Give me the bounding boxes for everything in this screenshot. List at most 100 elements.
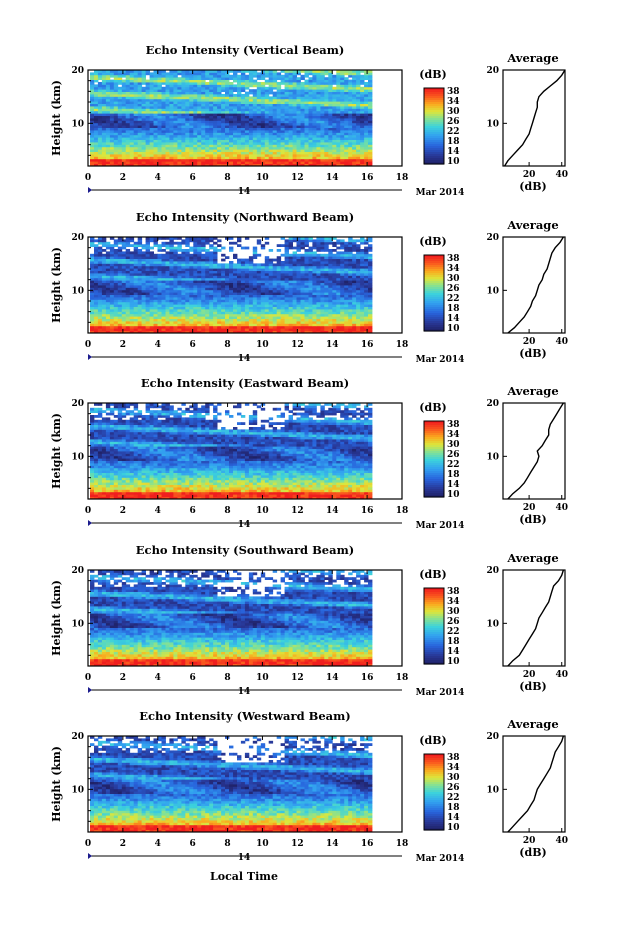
heatmap-cell	[256, 106, 262, 109]
heatmap-cell	[153, 325, 158, 329]
heatmap-cell	[117, 309, 123, 312]
heatmap-cell	[161, 132, 166, 136]
heatmap-cell	[157, 261, 162, 264]
heatmap-cell	[304, 108, 309, 112]
heatmap-cell	[368, 79, 373, 83]
heatmap-cell	[324, 79, 329, 83]
heatmap-cell	[324, 299, 329, 303]
heatmap-cell	[169, 72, 174, 76]
heatmap-cell	[268, 299, 274, 303]
heatmap-cell	[368, 275, 373, 279]
heatmap-cell	[181, 282, 186, 286]
heatmap-cell	[320, 96, 325, 100]
heatmap-cell	[328, 311, 333, 315]
heatmap-cell	[308, 113, 313, 116]
heatmap-cell	[97, 301, 103, 305]
heatmap-cell	[344, 125, 349, 128]
heatmap-cell	[117, 132, 123, 136]
heatmap-cell	[256, 72, 262, 76]
heatmap-cell	[169, 328, 174, 331]
heatmap-cell	[101, 156, 107, 160]
heatmap-cell	[185, 103, 190, 107]
heatmap-cell	[344, 98, 349, 102]
heatmap-cell	[181, 270, 186, 274]
heatmap-cell	[133, 268, 139, 271]
heatmap-cell	[233, 130, 238, 133]
heatmap-cell	[169, 268, 174, 271]
heatmap-cell	[185, 285, 190, 288]
heatmap-cell	[360, 103, 365, 107]
heatmap-cell	[105, 294, 111, 298]
heatmap-cell	[304, 282, 309, 286]
heatmap-cell	[153, 301, 158, 305]
heatmap-cell	[288, 321, 293, 324]
heatmap-cell	[189, 110, 194, 114]
heatmap-cell	[133, 263, 139, 267]
heatmap-cell	[129, 106, 135, 109]
heatmap-cell	[201, 108, 206, 112]
heatmap-cell	[340, 106, 345, 109]
heatmap-cell	[197, 277, 202, 281]
heatmap-cell	[149, 158, 154, 162]
heatmap-cell	[153, 122, 158, 126]
heatmap-cell	[276, 113, 282, 116]
heatmap-cell	[201, 89, 206, 92]
heatmap-cell	[145, 282, 150, 286]
heatmap-cell	[221, 96, 226, 100]
heatmap-cell	[121, 120, 127, 124]
heatmap-cell	[280, 292, 285, 295]
heatmap-cell	[368, 91, 373, 95]
heatmap-cell	[157, 299, 162, 303]
heatmap-cell	[97, 101, 103, 104]
heatmap-cell	[344, 144, 349, 148]
heatmap-cell	[368, 142, 373, 145]
heatmap	[90, 70, 373, 167]
heatmap-cell	[141, 139, 146, 143]
heatmap-cell	[244, 118, 250, 121]
heatmap-cell	[169, 330, 174, 334]
heatmap-cell	[324, 144, 329, 148]
heatmap-cell	[101, 321, 107, 324]
heatmap-cell	[165, 297, 170, 300]
heatmap-cell	[320, 151, 325, 155]
heatmap-cell	[165, 282, 170, 286]
heatmap-cell	[312, 98, 317, 102]
heatmap-cell	[201, 84, 206, 88]
heatmap-cell	[332, 79, 337, 83]
heatmap-cell	[181, 304, 186, 307]
heatmap-cell	[90, 149, 95, 152]
heatmap-cell	[256, 127, 262, 131]
heatmap-cell	[125, 103, 131, 107]
heatmap-cell	[133, 86, 139, 90]
heatmap-cell	[256, 328, 262, 331]
heatmap-cell	[205, 282, 210, 286]
colorbar-swatch	[424, 162, 444, 165]
heatmap-cell	[284, 299, 289, 303]
heatmap-cell	[117, 268, 123, 271]
heatmap-cell	[197, 316, 202, 319]
heatmap-cell	[268, 146, 274, 150]
heatmap-cell	[209, 311, 214, 315]
heatmap-cell	[209, 280, 214, 283]
heatmap-cell	[300, 132, 305, 136]
heatmap-cell	[272, 74, 278, 78]
heatmap-cell	[344, 321, 349, 324]
heatmap-cell	[101, 151, 107, 155]
heatmap-cell	[153, 127, 158, 131]
heatmap-cell	[225, 146, 230, 150]
heatmap-cell	[237, 318, 242, 322]
heatmap-cell	[276, 96, 282, 100]
heatmap-cell	[237, 94, 242, 97]
heatmap-cell	[320, 113, 325, 116]
heatmap-cell	[189, 96, 194, 100]
heatmap-cell	[332, 125, 337, 128]
heatmap-cell	[105, 280, 111, 283]
heatmap-cell	[316, 110, 321, 114]
heatmap-cell	[292, 158, 297, 162]
heatmap-cell	[332, 268, 337, 271]
heatmap-cell	[233, 301, 238, 305]
heatmap-cell	[205, 106, 210, 109]
heatmap-cell	[252, 277, 258, 281]
heatmap-cell	[165, 113, 170, 116]
heatmap-cell	[189, 270, 194, 274]
